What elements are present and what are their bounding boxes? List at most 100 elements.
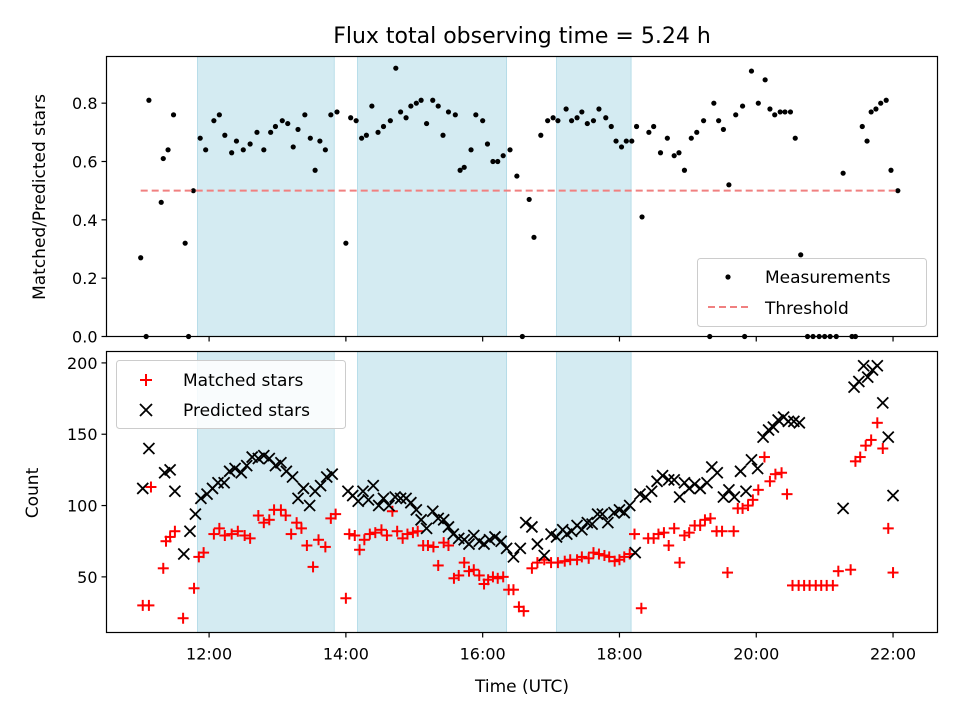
- measurement-point: [197, 135, 203, 141]
- matched-stars-point: [157, 562, 169, 574]
- matched-stars-point: [704, 512, 716, 524]
- matched-stars-point: [145, 481, 157, 493]
- predicted-stars-point: [183, 525, 197, 538]
- matched-stars-point: [871, 417, 883, 429]
- measurement-point: [317, 138, 323, 144]
- measurement-point: [328, 112, 334, 118]
- matched-stars-point: [776, 467, 788, 479]
- matched-stars-point: [694, 520, 706, 532]
- predicted-stars-point: [852, 375, 865, 388]
- matched-stars-point: [263, 514, 275, 526]
- measurement-point: [568, 118, 575, 124]
- matched-legend-label: Matched stars: [183, 371, 303, 391]
- matched-stars-point: [458, 557, 470, 569]
- predicted-stars-point: [297, 482, 310, 495]
- predicted-stars-point: [274, 456, 288, 469]
- ratio-y-axis-label: Matched/Predicted stars: [30, 94, 50, 300]
- measurement-point: [279, 118, 285, 124]
- measurement-point: [170, 112, 177, 118]
- matched-stars-point: [576, 551, 588, 563]
- measurement-point: [203, 147, 209, 153]
- matched-stars-point: [497, 571, 509, 583]
- matched-stars-point: [865, 434, 877, 446]
- measurement-point: [772, 112, 778, 118]
- matched-stars-point: [208, 528, 220, 540]
- matched-stars-point: [407, 527, 419, 539]
- predicted-stars-point: [591, 507, 604, 521]
- measurement-point: [716, 118, 722, 124]
- predicted-stars-point: [514, 542, 527, 555]
- matched-stars-point: [275, 504, 287, 516]
- measurement-point: [254, 129, 260, 135]
- matched-stars-point: [492, 572, 504, 584]
- measurement-point: [651, 123, 657, 130]
- measurement-point: [798, 252, 804, 258]
- measurement-point: [413, 100, 419, 106]
- measurement-point: [322, 147, 328, 153]
- measurement-point: [272, 123, 279, 130]
- measurement-point: [681, 167, 688, 173]
- measurement-point: [211, 118, 217, 124]
- measurement-point: [461, 164, 467, 170]
- predicted-stars-point: [235, 466, 248, 479]
- predicted-stars-point: [538, 549, 551, 562]
- predicted-stars-point: [601, 516, 614, 529]
- ratio-y-tick-label: 0.6: [72, 153, 97, 172]
- predicted-stars-point: [882, 430, 895, 444]
- predicted-stars-point: [782, 415, 795, 428]
- matched-stars-point: [343, 528, 355, 540]
- predicted-stars-point: [404, 496, 417, 509]
- predicted-stars-point: [437, 513, 450, 526]
- measurement-point: [240, 147, 246, 153]
- measurement-point: [711, 100, 717, 106]
- matched-stars-point: [587, 547, 599, 559]
- matched-stars-point: [683, 527, 695, 539]
- measurement-point: [348, 115, 354, 121]
- predicted-stars-point: [525, 520, 539, 534]
- measurement-point: [590, 118, 597, 124]
- predicted-stars-point: [291, 492, 305, 505]
- measurement-point: [359, 135, 365, 141]
- matched-stars-point: [663, 539, 675, 551]
- measurement-point: [676, 150, 682, 156]
- matched-stars-point: [668, 522, 680, 534]
- matched-stars-point: [854, 451, 866, 463]
- predicted-stars-point: [629, 546, 642, 559]
- predicted-stars-point: [177, 547, 190, 561]
- measurement-point: [864, 138, 870, 144]
- matched-stars-point: [354, 544, 366, 556]
- measurement-point: [720, 126, 727, 133]
- matched-stars-point: [285, 528, 297, 540]
- matched-stars-point: [369, 527, 381, 539]
- matched-stars-point: [699, 514, 711, 526]
- measurement-point: [295, 126, 301, 133]
- measurement-point: [146, 97, 152, 103]
- count-shaded-interval: [556, 351, 632, 633]
- measurement-point: [268, 129, 274, 135]
- measurement-point: [418, 97, 424, 103]
- count-x-tick-label: 16:00: [460, 645, 506, 664]
- chart-title: Flux total observing time = 5.24 h: [333, 24, 711, 49]
- matched-stars-point: [832, 565, 844, 577]
- ratio-y-tick-label: 0.2: [72, 269, 97, 288]
- measurement-point: [646, 129, 652, 135]
- ratio-panel: 0.0 0.2 0.4 0.6 0.8 Flux total observing tim…: [30, 24, 939, 347]
- predicted-stars-point: [163, 463, 177, 477]
- measurement-point: [216, 112, 222, 118]
- measurement-point: [603, 115, 609, 121]
- matched-stars-point: [453, 569, 465, 581]
- predicted-stars-point: [531, 537, 544, 551]
- matched-stars-point: [487, 571, 499, 583]
- predicted-stars-point: [645, 485, 658, 498]
- measurement-point: [343, 240, 349, 246]
- predicted-stars-point: [734, 465, 747, 478]
- matched-stars-point: [319, 541, 331, 553]
- predicted-stars-point: [142, 442, 156, 455]
- predicted-stars-point: [861, 371, 874, 384]
- measurement-point: [579, 109, 585, 115]
- matched-stars-point: [552, 557, 564, 569]
- matched-stars-point: [358, 534, 370, 546]
- predicted-stars-point: [575, 523, 588, 536]
- measurement-point: [403, 115, 409, 121]
